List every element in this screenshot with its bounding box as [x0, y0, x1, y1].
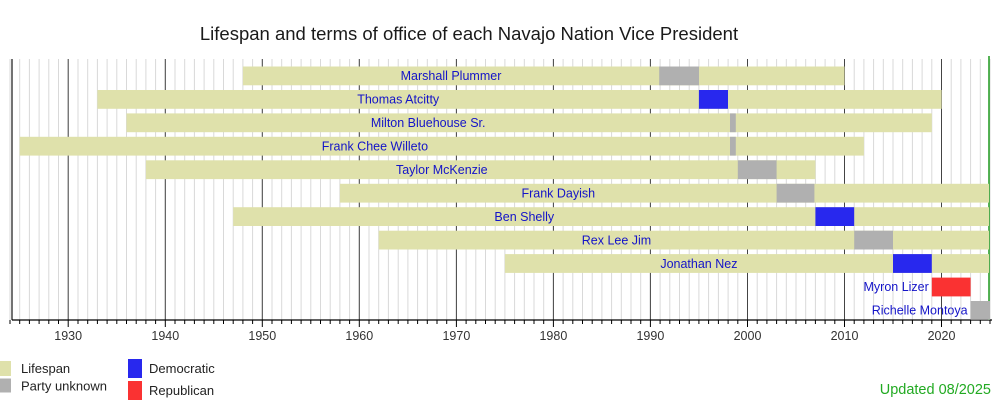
svg-text:Jonathan Nez: Jonathan Nez	[660, 257, 737, 271]
svg-text:Thomas Atcitty: Thomas Atcitty	[357, 93, 440, 107]
svg-text:1940: 1940	[151, 329, 179, 343]
svg-text:Frank Dayish: Frank Dayish	[521, 187, 595, 201]
svg-text:1960: 1960	[345, 329, 373, 343]
svg-text:Myron Lizer: Myron Lizer	[864, 280, 929, 294]
svg-text:Updated 08/2025: Updated 08/2025	[880, 382, 991, 398]
svg-text:Republican: Republican	[149, 383, 214, 398]
svg-text:Rex Lee Jim: Rex Lee Jim	[582, 233, 651, 247]
svg-text:Democratic: Democratic	[149, 361, 215, 376]
svg-text:2010: 2010	[831, 329, 859, 343]
svg-text:Frank Chee Willeto: Frank Chee Willeto	[322, 140, 428, 154]
svg-text:Lifespan: Lifespan	[21, 361, 70, 376]
svg-text:1970: 1970	[442, 329, 470, 343]
svg-text:1950: 1950	[248, 329, 276, 343]
svg-text:Party unknown: Party unknown	[21, 379, 107, 394]
svg-text:1980: 1980	[539, 329, 567, 343]
svg-text:2020: 2020	[928, 329, 956, 343]
svg-text:2000: 2000	[734, 329, 762, 343]
svg-text:Ben Shelly: Ben Shelly	[494, 210, 555, 224]
svg-text:1930: 1930	[54, 329, 82, 343]
svg-text:Marshall Plummer: Marshall Plummer	[401, 69, 502, 83]
svg-text:Taylor McKenzie: Taylor McKenzie	[396, 163, 488, 177]
svg-text:Lifespan and terms of office o: Lifespan and terms of office of each Nav…	[200, 23, 738, 44]
svg-text:Richelle Montoya: Richelle Montoya	[872, 304, 968, 318]
svg-text:Milton Bluehouse Sr.: Milton Bluehouse Sr.	[371, 116, 486, 130]
svg-text:1990: 1990	[636, 329, 664, 343]
